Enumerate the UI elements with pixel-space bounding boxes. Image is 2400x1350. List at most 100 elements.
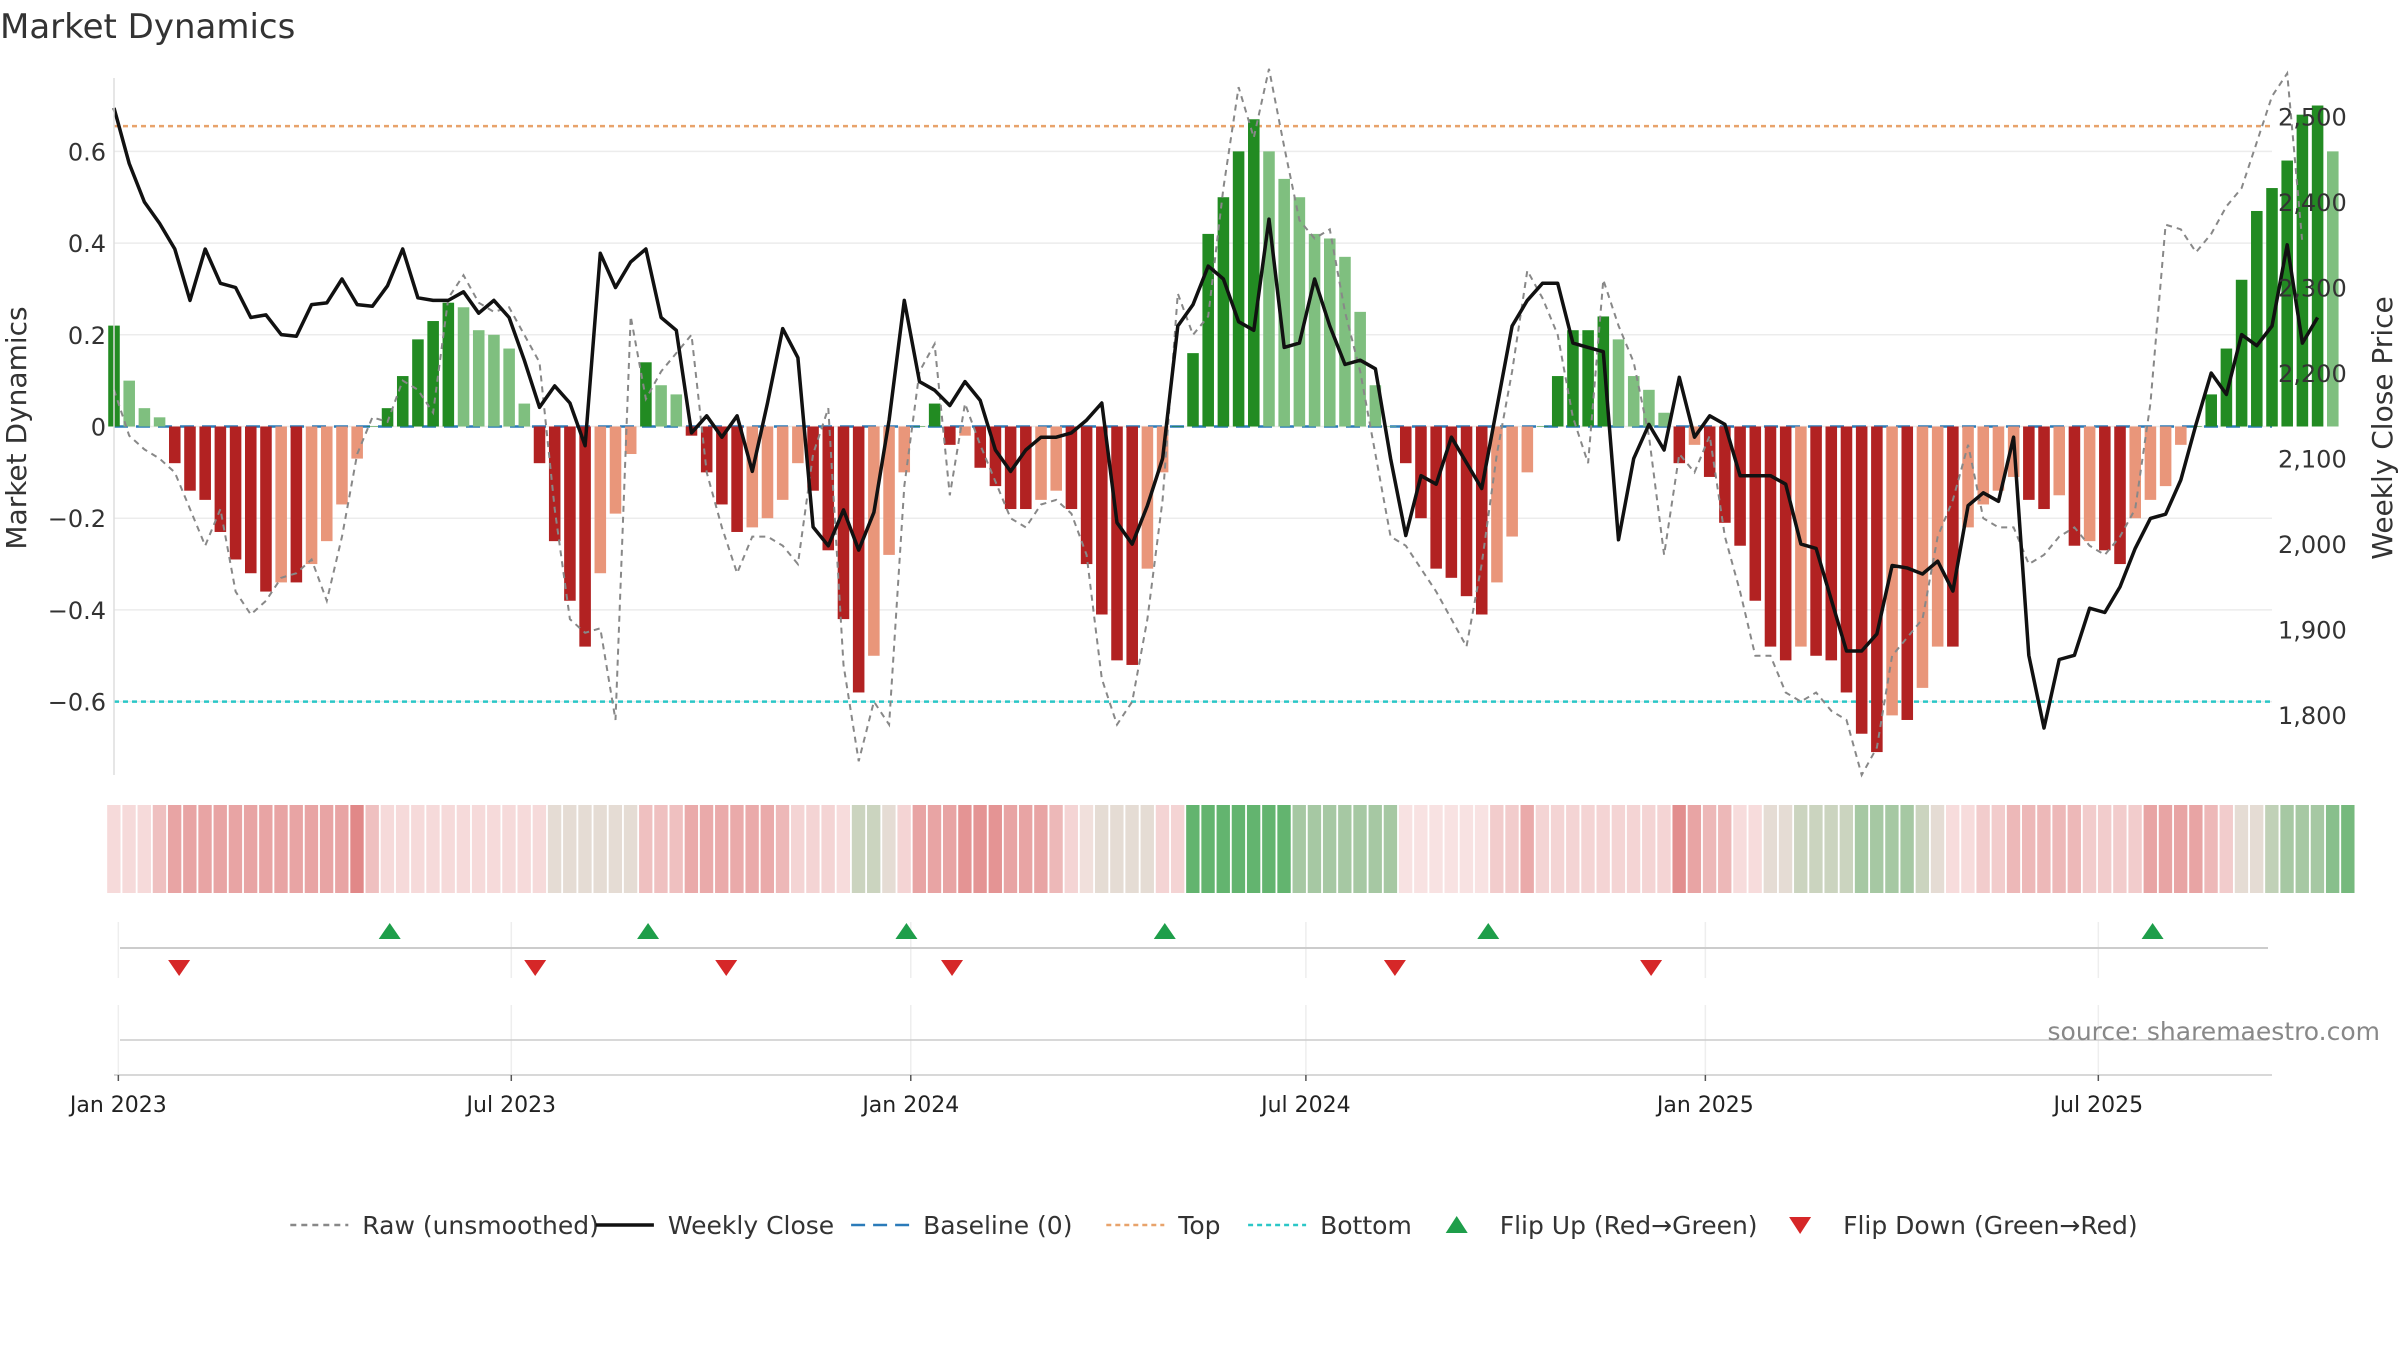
color-band-cell — [1201, 805, 1215, 893]
bar — [1521, 426, 1534, 473]
color-band-cell — [487, 805, 501, 893]
y-left-tick-label: −0.4 — [48, 597, 106, 625]
y-left-axis-label: Market Dynamics — [0, 306, 33, 549]
color-band-cell — [1885, 805, 1899, 893]
y-right-tick-label: 2,400 — [2278, 189, 2347, 217]
color-band-cell — [943, 805, 957, 893]
color-band-cell — [654, 805, 668, 893]
color-band-cell — [122, 805, 136, 893]
bar — [1673, 426, 1686, 464]
color-band-cell — [2052, 805, 2066, 893]
legend-item: Baseline (0) — [851, 1211, 1072, 1240]
color-band-cell — [304, 805, 319, 893]
bar — [1947, 426, 1959, 647]
bar — [1506, 426, 1518, 537]
bar — [1810, 426, 1822, 656]
color-band-cell — [1216, 805, 1230, 893]
bar — [1080, 426, 1093, 565]
bar — [1232, 151, 1245, 427]
bar — [1172, 426, 1184, 427]
bar — [746, 426, 759, 528]
bar — [1582, 330, 1594, 427]
bar — [731, 426, 743, 532]
y-right-axis-label: Weekly Close Price — [2366, 296, 2399, 559]
bar — [1111, 426, 1123, 661]
bar — [442, 302, 455, 427]
color-band-cell — [882, 805, 896, 893]
color-band-cell — [1854, 805, 1869, 893]
bar — [944, 426, 956, 445]
bar — [1202, 233, 1214, 427]
bar — [579, 426, 591, 647]
bar — [1445, 426, 1458, 578]
color-band-cell — [2082, 805, 2097, 893]
color-band-cell — [2143, 805, 2157, 893]
bar — [381, 408, 394, 427]
bar — [199, 426, 211, 500]
color-band-cell — [380, 805, 395, 893]
color-band-cell — [623, 805, 638, 893]
color-band-cell — [608, 805, 623, 893]
bar — [1992, 426, 2005, 491]
bar — [1217, 197, 1230, 427]
bar — [1795, 426, 1807, 647]
x-tick-label: Jul 2023 — [465, 1093, 557, 1118]
flip-up-marker — [1153, 923, 1176, 939]
color-band-cell — [836, 805, 850, 893]
bar — [655, 385, 667, 427]
color-band-cell — [319, 805, 334, 893]
color-band-cell — [1809, 805, 1823, 893]
bar — [533, 426, 546, 464]
y-right-tick-label: 1,900 — [2278, 617, 2347, 645]
bar — [2281, 160, 2293, 427]
flip-markers-panel — [117, 922, 2268, 978]
color-band-cell — [1839, 805, 1854, 893]
x-tick-label: Jul 2025 — [2052, 1093, 2144, 1118]
color-band-cell — [2204, 805, 2218, 893]
color-band-cell — [1383, 805, 1398, 893]
color-band-cell — [137, 805, 151, 893]
bar — [1415, 426, 1427, 519]
flip-down-marker — [1383, 960, 1406, 976]
color-band-cell — [1626, 805, 1641, 893]
bar — [792, 426, 804, 464]
color-band-cell — [1338, 805, 1352, 893]
bar — [883, 426, 895, 555]
bar — [1764, 426, 1777, 647]
x-tick-label: Jan 2025 — [1655, 1093, 1754, 1118]
bar — [123, 380, 135, 427]
color-band-cell — [1870, 805, 1884, 893]
color-band-cell — [1079, 805, 1094, 893]
color-band-cell — [578, 805, 592, 893]
bar — [2099, 426, 2111, 551]
bar — [2159, 426, 2172, 487]
color-band-cell — [167, 805, 182, 893]
bar — [2068, 426, 2081, 546]
legend-item: Flip Up (Red→Green) — [1445, 1211, 1758, 1240]
flip-up-icon — [1445, 1216, 1468, 1233]
bar — [1263, 151, 1275, 427]
x-tick-label: Jan 2024 — [860, 1093, 959, 1118]
bar — [624, 426, 637, 455]
bar — [1840, 426, 1853, 693]
bar — [2129, 426, 2142, 519]
legend-label: Flip Up (Red→Green) — [1500, 1211, 1758, 1240]
bar — [1339, 256, 1351, 427]
color-band-cell — [1094, 805, 1109, 893]
color-band-cell — [1824, 805, 1838, 893]
color-band-cell — [2310, 805, 2325, 893]
y-right-tick-label: 2,300 — [2278, 275, 2347, 303]
weekly-close-line — [112, 107, 2320, 730]
color-band-cell — [1930, 805, 1945, 893]
color-band-cell — [395, 805, 410, 893]
bar — [457, 307, 470, 427]
bar — [1551, 376, 1564, 427]
bar — [898, 426, 911, 473]
color-band-cell — [547, 805, 562, 893]
bar — [260, 426, 272, 592]
color-band-cell — [183, 805, 197, 893]
color-band-cell — [806, 805, 820, 893]
color-band-cell — [897, 805, 911, 893]
bar — [837, 426, 850, 620]
